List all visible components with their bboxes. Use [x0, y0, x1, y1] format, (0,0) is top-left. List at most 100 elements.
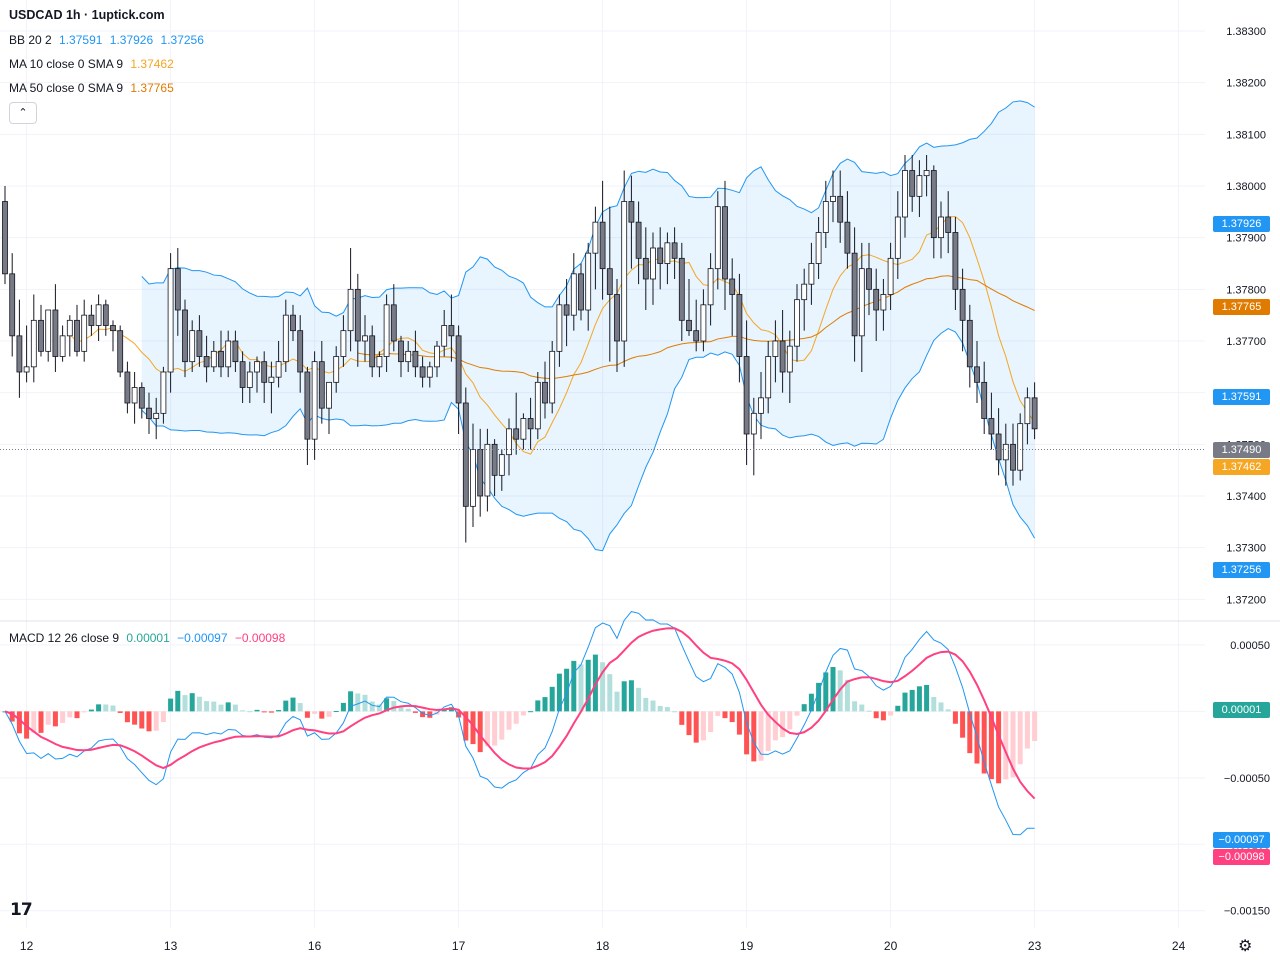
- price-tick-label: 1.38200: [1226, 78, 1266, 90]
- macd-hist-bar: [204, 701, 210, 712]
- macd-hist-bar: [326, 711, 332, 717]
- macd-hist-bar: [1017, 711, 1023, 765]
- price-axis: 1.38300 1.38200 1.38100 1.38000 1.37900 1.378…: [1226, 26, 1266, 606]
- price-tick-label: 1.38300: [1226, 26, 1266, 38]
- candle-body: [873, 288, 880, 311]
- macd-hist-bar: [614, 691, 620, 712]
- macd-hist-bar: [348, 691, 354, 712]
- macd-hist-bar: [816, 682, 822, 712]
- macd-signal-value: −0.00098: [234, 631, 286, 645]
- macd-hist-bar: [240, 710, 246, 712]
- macd-hist-bar: [880, 711, 886, 721]
- candle-body: [318, 361, 325, 409]
- macd-hist-bar: [931, 697, 937, 712]
- candle-body: [254, 361, 260, 373]
- price-tick-label: 1.38000: [1226, 181, 1266, 193]
- candle-body: [333, 356, 340, 383]
- candle-body: [153, 412, 160, 419]
- macd-hist-bar: [564, 668, 570, 712]
- price-tag: 1.37490: [1213, 441, 1270, 458]
- macd-hist-bar: [52, 711, 58, 727]
- macd-signal-line: [4, 627, 1036, 800]
- macd-hist-bar: [506, 711, 512, 730]
- candle-body: [225, 340, 232, 368]
- macd-hist-bar: [578, 664, 584, 712]
- candle-body: [52, 309, 59, 357]
- time-tick-label: 17: [452, 939, 466, 953]
- macd-hist-bar: [780, 711, 786, 738]
- macd-hist-bar: [952, 711, 958, 724]
- macd-hist-bar: [362, 694, 368, 712]
- candle-body: [772, 340, 779, 357]
- macd-hist-bar: [182, 695, 188, 712]
- candle-body: [570, 273, 577, 316]
- candle-body: [196, 330, 203, 357]
- candle-body: [290, 314, 296, 332]
- time-axis: 12 13 16 17 18 19 20 23 24: [20, 939, 1186, 953]
- ma50-legend[interactable]: MA 50 close 0 SMA 9 1.37765: [9, 81, 178, 95]
- candle-body: [743, 356, 750, 435]
- candle-body: [138, 387, 145, 409]
- macd-hist-bar: [427, 711, 433, 718]
- candle-body: [779, 340, 786, 373]
- macd-hist-bar: [290, 697, 296, 712]
- candle-body: [614, 294, 620, 342]
- macd-hist-bar: [916, 686, 922, 712]
- candle-body: [297, 330, 304, 373]
- candle-body: [102, 304, 109, 326]
- candle-body: [38, 319, 44, 352]
- macd-hist-bar: [808, 693, 814, 712]
- candle-body: [585, 252, 592, 311]
- macd-hist-bar: [628, 680, 634, 712]
- candle-body: [578, 273, 584, 311]
- bb-lower-value: 1.37256: [160, 33, 204, 47]
- macd-hist-bar: [715, 711, 721, 717]
- candle-body: [131, 387, 138, 404]
- candle-body: [959, 288, 966, 321]
- candle-body: [916, 175, 923, 197]
- gear-icon[interactable]: ⚙: [1238, 938, 1253, 955]
- candle-body: [369, 335, 376, 368]
- candle-body: [657, 247, 664, 264]
- macd-hist-bar: [722, 711, 728, 719]
- candle-body: [30, 319, 37, 368]
- candle-body: [822, 201, 829, 233]
- macd-hist-bar: [319, 711, 325, 719]
- macd-hist-bar: [938, 702, 944, 712]
- tradingview-logo[interactable]: 17: [10, 900, 33, 920]
- candle-body: [858, 268, 865, 337]
- macd-tick-label: −0.00050: [1224, 773, 1270, 785]
- candle-body: [239, 361, 246, 388]
- macd-hist-bar: [600, 662, 606, 712]
- legend-collapse-button[interactable]: ⌃: [9, 102, 37, 124]
- macd-hist-bar: [830, 667, 836, 712]
- candle-body: [909, 170, 916, 197]
- ma10-legend[interactable]: MA 10 close 0 SMA 9 1.37462: [9, 57, 178, 71]
- macd-hist-bar: [45, 711, 51, 725]
- macd-hist-bar: [16, 711, 22, 734]
- time-tick-label: 12: [20, 939, 34, 953]
- macd-legend[interactable]: MACD 12 26 close 9 0.00001 −0.00097 −0.0…: [9, 631, 289, 645]
- candle-body: [988, 418, 995, 435]
- macd-hist-bar: [132, 711, 138, 725]
- candle-body: [210, 350, 217, 368]
- candle-body: [506, 428, 512, 456]
- price-tag: 1.37462: [1213, 458, 1270, 475]
- macd-hist-bar: [268, 711, 274, 713]
- macd-hist-bar: [254, 709, 260, 712]
- macd-hist-bar: [117, 711, 123, 713]
- candle-body: [9, 273, 16, 337]
- bb-legend[interactable]: BB 20 2 1.37591 1.37926 1.37256: [9, 33, 208, 47]
- candle-body: [952, 232, 959, 290]
- candle-body: [484, 443, 491, 497]
- candle-body: [347, 288, 354, 332]
- macd-hist-bar: [535, 700, 541, 712]
- macd-hist-bar: [664, 707, 670, 712]
- candle-body: [628, 201, 635, 223]
- macd-hist-bar: [657, 706, 663, 712]
- macd-hist-bar: [902, 692, 908, 712]
- macd-hist-bar: [549, 686, 555, 712]
- candle-body: [23, 366, 30, 373]
- candle-body: [182, 309, 188, 363]
